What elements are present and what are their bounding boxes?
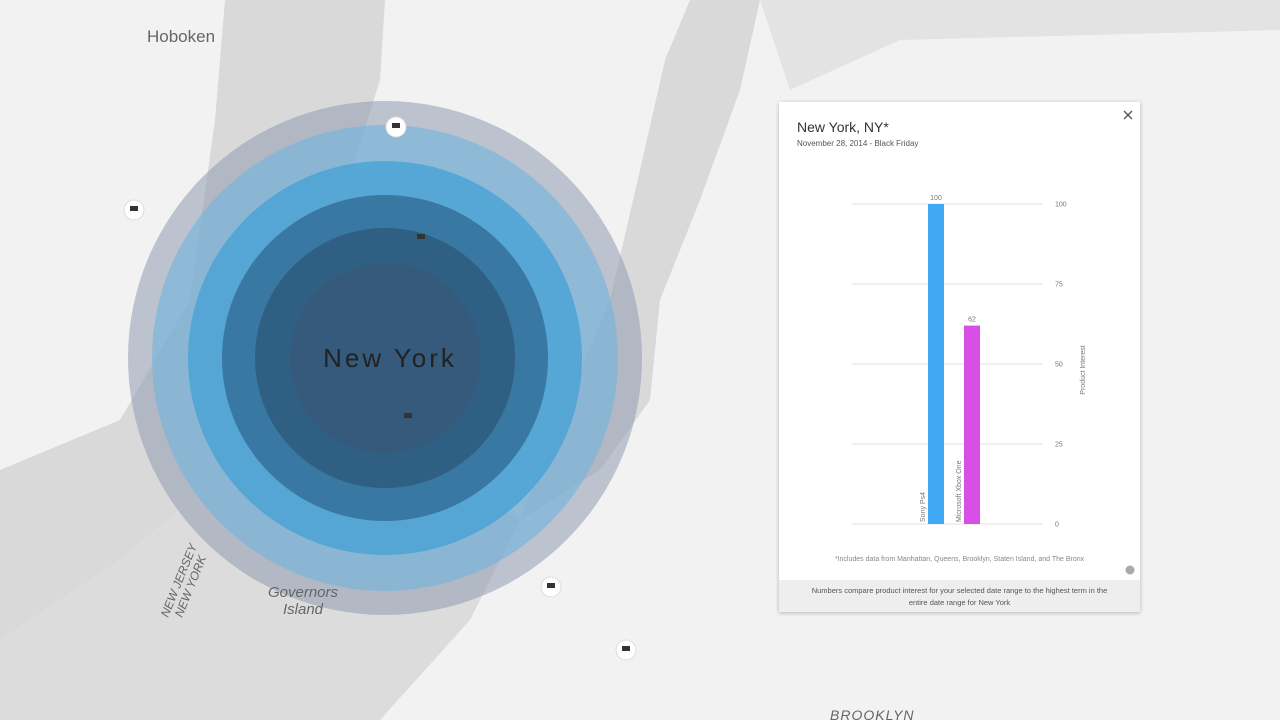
cart-icons	[130, 123, 630, 651]
map-label: Hoboken	[147, 27, 215, 46]
close-button[interactable]	[1122, 109, 1134, 121]
help-icon[interactable]	[1125, 565, 1135, 575]
cart-icon	[417, 234, 425, 239]
category-label: Sony Ps4	[920, 492, 927, 522]
footnote: *Includes data from Manhattan, Queens, B…	[834, 556, 1085, 563]
map-label: Governors	[268, 584, 339, 601]
radius-ring	[290, 263, 480, 453]
harlem-river	[760, 0, 1280, 90]
y-tick-label: 25	[1055, 442, 1063, 449]
city-label: New York	[323, 343, 457, 373]
value-label: 62	[968, 317, 976, 324]
y-tick-label: 100	[1055, 202, 1067, 209]
value-label: 100	[930, 195, 942, 202]
cart-icon	[130, 206, 138, 211]
cart-icon	[404, 413, 412, 418]
category-label: Microsoft Xbox One	[956, 460, 963, 522]
y-tick-label: 0	[1055, 522, 1059, 529]
panel-footer: Numbers compare product interest for you…	[779, 580, 1140, 612]
cart-icon	[547, 583, 555, 588]
info-panel: Product Interest 0 25 50 75 100 100 Sony Ps4 62…	[779, 102, 1140, 612]
bar-chart: Product Interest 0 25 50 75 100 100 Sony Ps4 62…	[852, 195, 1087, 529]
bar	[964, 325, 980, 524]
cart-icon	[392, 123, 400, 128]
y-axis-title: Product Interest	[1080, 345, 1087, 394]
y-tick-label: 50	[1055, 362, 1063, 369]
cart-icon	[622, 646, 630, 651]
panel-title: New York, NY*	[797, 119, 889, 135]
y-tick-label: 75	[1055, 282, 1063, 289]
map-label: Island	[283, 601, 324, 618]
bar	[928, 204, 944, 524]
map-label: BROOKLYN	[830, 707, 915, 720]
panel-subtitle: November 28, 2014 - Black Friday	[797, 139, 919, 148]
